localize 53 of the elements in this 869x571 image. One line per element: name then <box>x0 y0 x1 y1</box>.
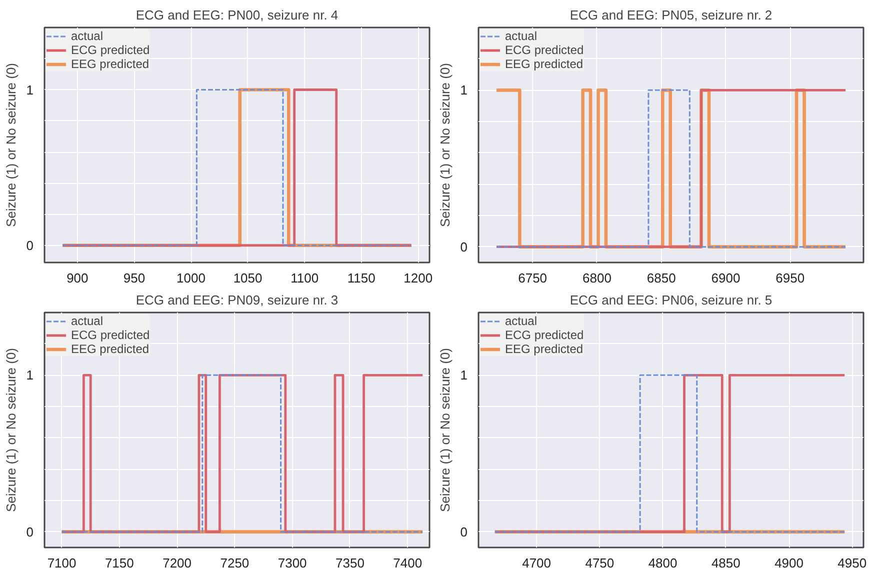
x-tick-label: 7250 <box>220 556 250 570</box>
x-tick-label: 7350 <box>336 556 364 570</box>
x-tick-label: 4750 <box>585 556 614 570</box>
y-axis-title: Seizure (1) or No seizure (0) <box>437 348 452 512</box>
x-tick-label: 4900 <box>774 556 804 570</box>
y-axis-title: Seizure (1) or No seizure (0) <box>437 63 452 227</box>
x-tick-label: 7150 <box>104 556 134 570</box>
legend-label: EEG predicted <box>505 57 584 71</box>
x-tick-label: 6900 <box>711 270 740 286</box>
legend-label: actual <box>71 29 104 43</box>
x-tick-label: 7200 <box>162 556 192 570</box>
y-tick-label: 0 <box>26 524 34 540</box>
legend-label: actual <box>505 29 538 43</box>
chart-title: ECG and EEG: PN09, seizure nr. 3 <box>136 292 338 308</box>
y-tick-label: 0 <box>460 239 468 254</box>
x-tick-label: 6850 <box>646 270 676 286</box>
x-tick-label: 1000 <box>176 270 206 286</box>
legend-label: ECG predicted <box>505 328 584 342</box>
x-tick-label: 7400 <box>393 556 422 570</box>
x-tick-label: 1100 <box>290 270 319 286</box>
y-tick-label: 0 <box>460 524 468 540</box>
x-tick-label: 4950 <box>838 556 867 570</box>
chart-title: ECG and EEG: PN06, seizure nr. 5 <box>570 292 772 308</box>
x-tick-label: 7100 <box>47 556 76 570</box>
x-tick-label: 4700 <box>522 556 552 570</box>
x-tick-label: 1050 <box>233 270 262 286</box>
y-tick-label: 1 <box>460 368 468 383</box>
y-axis-title: Seizure (1) or No seizure (0) <box>3 348 18 512</box>
legend-label: actual <box>71 314 104 328</box>
legend-label: EEG predicted <box>71 342 150 356</box>
x-tick-label: 950 <box>123 270 146 286</box>
x-tick-label: 900 <box>66 270 88 286</box>
chart-title: ECG and EEG: PN00, seizure nr. 4 <box>136 8 338 22</box>
y-tick-label: 0 <box>26 238 34 253</box>
legend-label: EEG predicted <box>505 342 584 356</box>
legend-label: EEG predicted <box>71 57 150 71</box>
chart-title: ECG and EEG: PN05, seizure nr. 2 <box>570 8 772 22</box>
y-tick-label: 1 <box>460 82 468 98</box>
legend-label: ECG predicted <box>71 43 150 57</box>
x-tick-label: 7300 <box>278 556 307 570</box>
x-tick-label: 4850 <box>711 556 740 570</box>
x-tick-label: 1200 <box>404 270 433 286</box>
y-tick-label: 1 <box>26 368 34 383</box>
y-tick-label: 1 <box>26 82 34 98</box>
legend-label: ECG predicted <box>505 43 584 57</box>
legend-label: actual <box>505 314 538 328</box>
x-tick-label: 1150 <box>347 270 376 286</box>
x-tick-label: 6750 <box>518 270 548 286</box>
legend-label: ECG predicted <box>71 328 150 342</box>
y-axis-title: Seizure (1) or No seizure (0) <box>3 63 18 227</box>
x-tick-label: 4800 <box>648 556 678 570</box>
x-tick-label: 6800 <box>582 270 612 286</box>
x-tick-label: 6950 <box>776 270 805 286</box>
